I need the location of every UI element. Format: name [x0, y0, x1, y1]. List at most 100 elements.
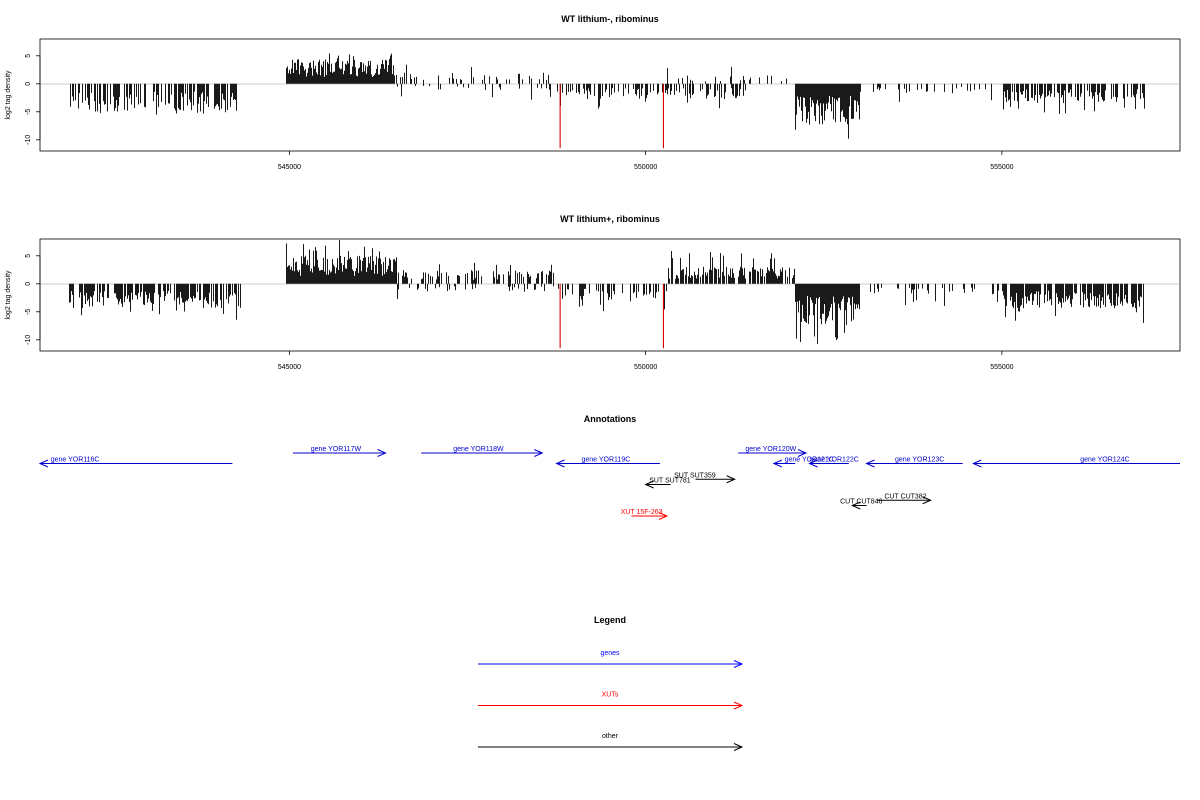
panel-title: WT lithium+, ribominus [560, 214, 660, 224]
annotation-feature: CUT CUT846 [840, 499, 883, 510]
annotation-feature: gene YOR119C [555, 457, 660, 468]
panel-title: WT lithium-, ribominus [561, 14, 659, 24]
density-region [396, 262, 554, 284]
arrow-left-icon [972, 459, 982, 468]
annotation-feature: gene YOR124C [972, 457, 1180, 468]
arrow-left-icon [808, 459, 818, 468]
y-axis-label: log2 tag density [5, 270, 12, 320]
feature-label: gene YOR122C [810, 457, 859, 464]
y-tick-label: 0 [25, 82, 32, 86]
panel-lithium-plus: WT lithium+, ribominus 5 0 -5 -10 545000 550… [5, 214, 1181, 371]
arrow-right-icon [733, 701, 744, 710]
feature-label: gene YOR116C [51, 457, 100, 464]
arrow-right-icon [733, 743, 744, 751]
x-tick-label: 550000 [634, 164, 657, 171]
x-tick-label: 550000 [634, 364, 657, 371]
panel-lithium-minus: WT lithium-, ribominus 5 0 -5 -10 545000 550… [5, 14, 1181, 171]
feature-label: gene YOR117W [311, 446, 362, 453]
arrow-right-icon [733, 660, 744, 668]
feature-label: gene YOR120W [745, 446, 796, 453]
density-region [69, 283, 241, 320]
density-region [394, 64, 549, 84]
red-spikes [559, 83, 664, 149]
arrow-right-icon [377, 449, 387, 457]
legend-label: genes [600, 650, 620, 657]
feature-label: gene YOR121C [785, 457, 834, 464]
annotation-feature: SUT SUT781 [644, 478, 691, 489]
density-region [860, 83, 992, 102]
y-axis: 5 0 -5 -10 [25, 54, 41, 145]
arrow-left-icon [865, 459, 875, 468]
annotation-feature: gene YOR120W [738, 446, 808, 457]
annotations-title: Annotations [584, 414, 637, 424]
arrow-right-icon [658, 512, 669, 520]
feature-label: XUT 15F-263 [621, 509, 663, 516]
density-region [286, 240, 397, 284]
density-region [795, 83, 860, 139]
density-region [558, 283, 667, 312]
x-axis: 545000 550000 555000 [278, 351, 1014, 371]
annotation-feature: gene YOR116C [38, 457, 233, 468]
annotation-feature: gene YOR122C [808, 457, 859, 468]
legend-entry: other [478, 733, 744, 751]
x-tick-label: 555000 [990, 164, 1013, 171]
density-region [286, 53, 394, 84]
y-tick-label: 5 [25, 254, 32, 258]
legend-entry: genes [478, 650, 744, 668]
arrow-right-icon [797, 449, 808, 457]
density-region [1003, 83, 1145, 114]
arrow-right-icon [534, 449, 544, 457]
annotation-features: gene YOR116C gene YOR117W gene YOR118W gene… [38, 446, 1180, 520]
y-tick-label: -5 [25, 309, 32, 315]
feature-label: CUT CUT846 [840, 499, 882, 506]
density-region [70, 83, 237, 115]
plot-frame [39, 238, 1181, 352]
legend-entries: genes XUTs other [478, 650, 744, 751]
arrow-right-icon [922, 496, 932, 505]
legend: Legend genes XUTs other [478, 615, 744, 751]
legend-title: Legend [594, 615, 626, 625]
x-axis: 545000 550000 555000 [278, 151, 1014, 171]
arrow-left-icon [772, 459, 783, 468]
y-tick-label: -5 [25, 109, 32, 115]
y-tick-label: 0 [25, 282, 32, 286]
annotation-feature: CUT CUT382 [877, 493, 932, 505]
legend-entry: XUTs [478, 692, 744, 710]
x-tick-label: 545000 [278, 364, 301, 371]
annotation-feature: gene YOR121C [772, 457, 834, 468]
density-region [397, 283, 554, 300]
y-tick-label: 5 [25, 54, 32, 58]
y-axis-label: log2 tag density [5, 70, 12, 120]
density-region [668, 251, 795, 284]
legend-label: XUTs [602, 692, 619, 699]
legend-label: other [602, 733, 619, 740]
red-spikes [559, 283, 664, 349]
annotation-feature: XUT 15F-263 [621, 509, 669, 520]
feature-label: SUT SUT781 [649, 478, 691, 485]
feature-label: gene YOR123C [895, 457, 944, 464]
arrow-right-icon [726, 475, 736, 484]
feature-label: gene YOR124C [1080, 457, 1129, 464]
annotation-feature: gene YOR118W [421, 446, 544, 457]
density-region [795, 283, 860, 344]
x-tick-label: 555000 [990, 364, 1013, 371]
y-axis: 5 0 -5 -10 [25, 254, 41, 345]
feature-label: gene YOR118W [453, 446, 504, 453]
density-region [667, 66, 787, 84]
annotation-feature: gene YOR117W [292, 446, 387, 457]
annotation-feature: SUT SUT359 [674, 472, 736, 484]
x-tick-label: 545000 [278, 164, 301, 171]
density-bars [70, 53, 1145, 139]
density-region [870, 283, 999, 307]
density-bars [69, 240, 1144, 344]
y-tick-label: -10 [25, 135, 32, 145]
y-tick-label: -10 [25, 335, 32, 345]
density-region [397, 83, 551, 100]
density-region [1002, 283, 1144, 323]
arrow-left-icon [644, 480, 654, 489]
arrow-left-icon [555, 459, 565, 468]
density-region [557, 83, 746, 109]
plot-frame [39, 38, 1181, 152]
